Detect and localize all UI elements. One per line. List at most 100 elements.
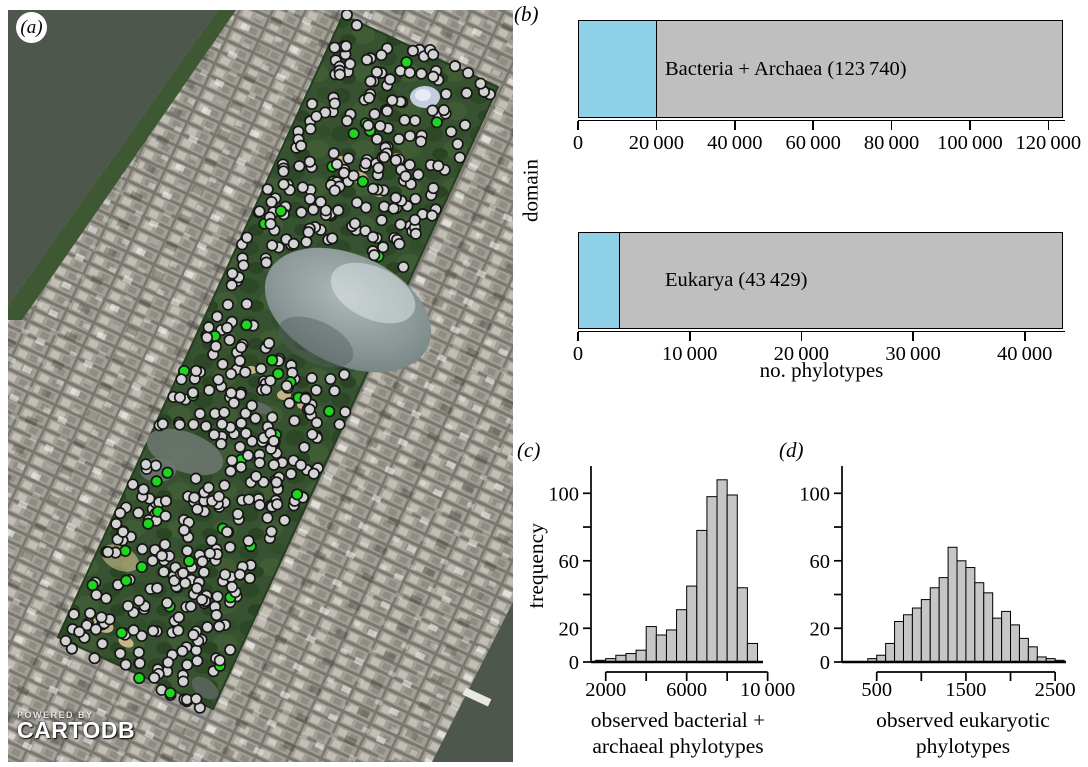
reservoir-cloud-highlight xyxy=(330,262,416,324)
gray-sample-dot xyxy=(344,57,357,70)
gray-sample-dot xyxy=(448,60,462,73)
gray-sample-dot xyxy=(155,549,168,562)
histogram-bar xyxy=(686,585,698,663)
gray-sample-dot xyxy=(305,372,318,385)
axis-tick-label: 80 000 xyxy=(863,132,920,154)
gray-sample-dot xyxy=(277,178,290,191)
gray-sample-dot xyxy=(121,599,135,613)
gray-sample-dot xyxy=(462,66,475,80)
gray-sample-dot xyxy=(333,68,346,81)
axis-tick-label: 40 000 xyxy=(997,343,1053,365)
gray-sample-dot xyxy=(233,568,246,581)
gray-sample-dot xyxy=(245,399,258,412)
histogram-bar xyxy=(665,629,678,663)
gray-sample-dot xyxy=(240,297,253,311)
gray-sample-dot xyxy=(127,624,140,637)
histogram-bar xyxy=(885,642,896,663)
gray-sample-dot xyxy=(135,629,148,642)
histogram-bar xyxy=(1018,637,1029,663)
gray-sample-dot xyxy=(159,494,173,508)
x-axis-title-line: phylotypes xyxy=(916,734,1010,758)
map-attribution: POWERED BY CARTODB xyxy=(17,710,136,743)
gray-sample-dot xyxy=(295,206,308,219)
gray-sample-dot xyxy=(261,511,274,524)
gray-sample-dot xyxy=(114,647,127,660)
gray-sample-dot xyxy=(304,122,317,135)
green-sample-dot xyxy=(133,672,146,685)
eukaryotic-histogram: 0 20 60 100 500 1500 2500 observed eukaryoticph… xyxy=(799,466,1076,758)
gray-sample-dot xyxy=(394,218,407,231)
histogram-bar xyxy=(929,587,940,663)
gray-sample-dot xyxy=(314,195,327,208)
gray-sample-dot xyxy=(427,70,440,83)
gray-sample-dot xyxy=(294,459,307,472)
gray-sample-dot xyxy=(116,525,130,538)
gray-sample-dot xyxy=(260,256,273,269)
y-axis-tick-label: 60 xyxy=(810,551,831,573)
gray-sample-dot xyxy=(266,239,279,252)
harlem-meer-highlight xyxy=(415,89,431,101)
green-sample-dot xyxy=(356,175,369,188)
gray-sample-dot xyxy=(96,637,109,650)
gray-sample-dot xyxy=(199,420,213,433)
gray-sample-dot xyxy=(114,507,127,520)
histogram-bar xyxy=(645,626,657,663)
gray-sample-dot xyxy=(328,384,341,397)
gray-sample-dot xyxy=(338,368,351,381)
gray-sample-dot xyxy=(283,397,296,410)
gray-sample-dot xyxy=(201,621,214,634)
gray-sample-dot xyxy=(389,191,402,204)
gray-sample-dot xyxy=(101,545,114,559)
gray-sample-dot xyxy=(231,507,244,521)
gray-sample-dot xyxy=(225,279,238,292)
gray-sample-dot xyxy=(383,73,397,86)
gray-sample-dot xyxy=(237,259,250,272)
gray-sample-dot xyxy=(239,427,253,440)
gray-sample-dot xyxy=(132,594,146,607)
gray-sample-dot xyxy=(215,418,229,431)
gray-sample-dot xyxy=(437,104,450,117)
gray-sample-dot xyxy=(403,66,416,79)
gray-sample-dot xyxy=(148,671,161,684)
cartodb-logo-text: CARTODB xyxy=(17,717,136,743)
gray-sample-dot xyxy=(90,588,103,601)
gray-sample-dot xyxy=(156,417,169,430)
gray-sample-dot xyxy=(253,456,266,469)
gray-sample-dot xyxy=(218,406,231,419)
histogram-bar xyxy=(1027,646,1038,663)
gray-sample-dot xyxy=(224,367,238,380)
gray-sample-dot xyxy=(242,534,255,547)
gray-sample-dot xyxy=(303,403,316,416)
panel-a-label: (a) xyxy=(20,16,43,38)
eukarya-bar-label: Eukarya (43 429) xyxy=(665,269,808,291)
green-sample-dot xyxy=(430,116,443,129)
gray-sample-dot xyxy=(235,341,248,354)
gray-sample-dot xyxy=(203,384,216,397)
gray-sample-dot xyxy=(310,384,323,397)
eukarya-blue-segment xyxy=(579,233,621,328)
gray-sample-dot xyxy=(223,334,236,347)
gray-sample-dot xyxy=(319,204,332,217)
gray-sample-dot xyxy=(360,53,373,66)
gray-sample-dot xyxy=(389,154,402,167)
gray-sample-dot xyxy=(132,506,145,519)
bacteria-archaea-bar-label: Bacteria + Archaea (123 740) xyxy=(665,57,907,80)
gray-sample-dot xyxy=(211,310,224,323)
gray-sample-dot xyxy=(211,590,224,603)
gray-sample-dot xyxy=(378,151,391,164)
gray-sample-dot xyxy=(270,476,283,489)
y-axis-tick-label: 20 xyxy=(810,618,831,640)
gray-sample-dot xyxy=(381,104,394,118)
gray-sample-dot xyxy=(406,44,419,57)
histogram-bar xyxy=(696,529,708,663)
x-axis-tick-label: 6000 xyxy=(666,679,707,701)
y-axis-tick-label: 20 xyxy=(559,618,580,640)
gray-sample-dot xyxy=(280,379,293,392)
gray-sample-dot xyxy=(249,412,262,425)
gray-sample-dot xyxy=(333,418,346,431)
sample-site-dots xyxy=(59,10,496,714)
gray-sample-dot xyxy=(263,337,276,350)
y-axis-tick-label: 100 xyxy=(548,483,579,505)
gray-sample-dot xyxy=(162,656,175,669)
gray-sample-dot xyxy=(278,514,291,527)
